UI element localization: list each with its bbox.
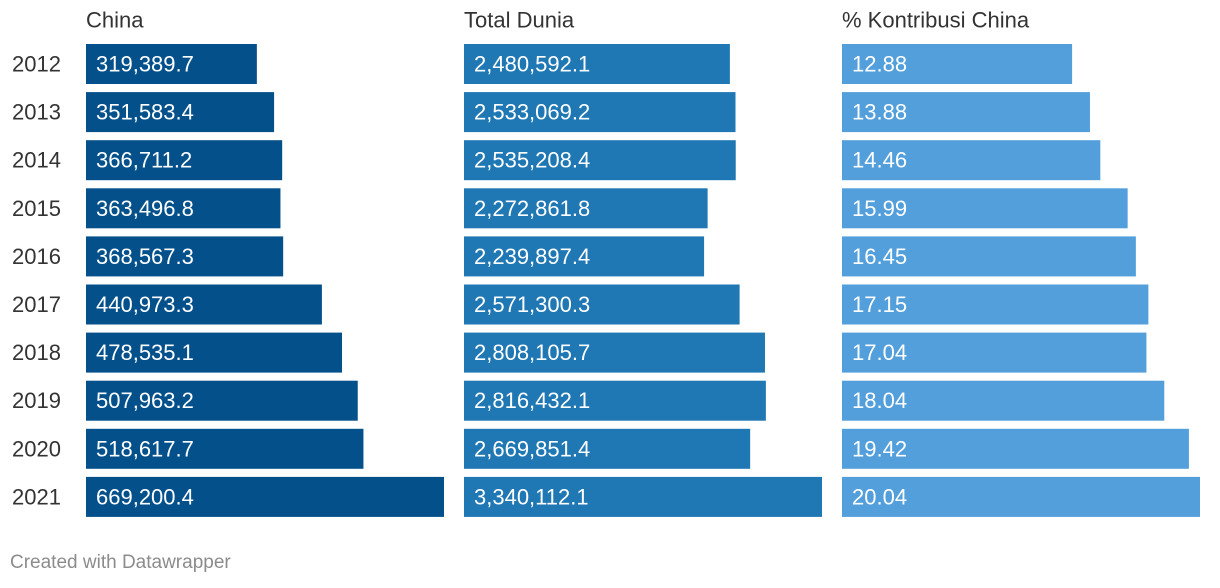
bar	[842, 476, 1200, 517]
bar-value-label: 2,533,069.2	[474, 100, 590, 125]
bar	[842, 332, 1147, 373]
bar-value-label: 12.88	[852, 52, 907, 77]
bar	[842, 92, 1090, 133]
bar	[842, 188, 1128, 229]
bar-value-label: 13.88	[852, 100, 907, 125]
bar	[464, 44, 730, 84]
bar	[842, 236, 1136, 277]
bar-value-label: 518,617.7	[96, 436, 194, 461]
bar-value-label: 18.04	[852, 388, 907, 413]
bar	[86, 188, 281, 229]
bar	[464, 92, 736, 133]
bar-value-label: 2,272,861.8	[474, 196, 590, 221]
bar	[86, 236, 284, 277]
bar	[842, 44, 1073, 84]
bar	[464, 140, 736, 181]
bar-value-label: 2,239,897.4	[474, 244, 590, 269]
bar-value-label: 16.45	[852, 244, 907, 269]
year-label: 2021	[12, 484, 61, 509]
bar	[86, 92, 275, 133]
bar	[86, 428, 364, 469]
year-label: 2016	[12, 244, 61, 269]
bar-value-label: 2,808,105.7	[474, 340, 590, 365]
footer-credit: Created with Datawrapper	[10, 552, 231, 573]
bar	[464, 332, 765, 373]
bar-value-label: 2,669,851.4	[474, 436, 590, 461]
bar-value-label: 366,711.2	[96, 148, 192, 173]
bar-value-label: 507,963.2	[96, 388, 194, 413]
bar-value-label: 15.99	[852, 196, 907, 221]
bar	[464, 188, 708, 229]
bar	[86, 284, 322, 325]
year-label: 2014	[12, 148, 61, 173]
bar-value-label: 351,583.4	[96, 100, 194, 125]
bar-value-label: 17.15	[852, 292, 907, 317]
year-label: 2017	[12, 292, 61, 317]
bar	[842, 284, 1149, 325]
bar-value-label: 20.04	[852, 484, 907, 509]
year-label: 2015	[12, 196, 61, 221]
bar-value-label: 363,496.8	[96, 196, 194, 221]
year-label: 2020	[12, 436, 61, 461]
bar	[464, 236, 705, 277]
column-title: China	[86, 8, 144, 33]
column-title: Total Dunia	[464, 8, 575, 33]
column-title: % Kontribusi China	[842, 8, 1030, 33]
bar	[464, 428, 751, 469]
bar	[86, 476, 444, 517]
bar-value-label: 319,389.7	[96, 52, 194, 77]
year-label: 2018	[12, 340, 61, 365]
bar	[86, 380, 358, 421]
bar-value-label: 368,567.3	[96, 244, 194, 269]
year-label: 2013	[12, 100, 61, 125]
bar	[464, 380, 766, 421]
bar-value-label: 2,480,592.1	[474, 52, 590, 77]
bar	[464, 476, 822, 517]
bar-value-label: 2,571,300.3	[474, 292, 590, 317]
bar-value-label: 2,816,432.1	[474, 388, 590, 413]
bar	[464, 284, 740, 325]
bar-value-label: 669,200.4	[96, 484, 194, 509]
bar-chart: 2012 2013 2014 2015 2016 2017 2018 2019 2020 2021…	[12, 8, 1200, 517]
bar-value-label: 19.42	[852, 436, 907, 461]
year-label: 2012	[12, 52, 61, 77]
bar	[842, 428, 1189, 469]
bar	[86, 44, 257, 84]
bar-value-label: 478,535.1	[96, 340, 194, 365]
bar-value-label: 440,973.3	[96, 292, 194, 317]
bar	[842, 140, 1101, 181]
year-label: 2019	[12, 388, 61, 413]
bar-value-label: 2,535,208.4	[474, 148, 590, 173]
bar-value-label: 3,340,112.1	[474, 484, 589, 509]
bar-value-label: 14.46	[852, 148, 907, 173]
bar	[86, 140, 283, 181]
bar-value-label: 17.04	[852, 340, 907, 365]
bar	[842, 380, 1165, 421]
bar	[86, 332, 343, 373]
